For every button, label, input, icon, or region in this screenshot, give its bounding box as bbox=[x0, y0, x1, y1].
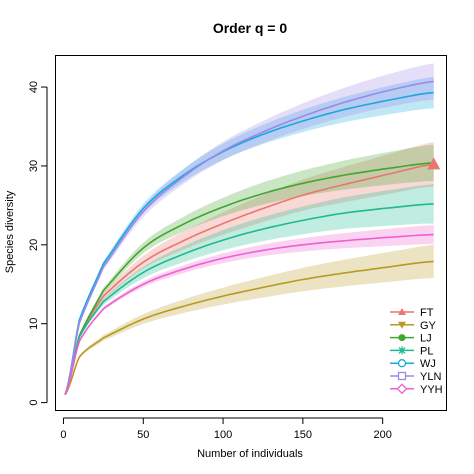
confidence-bands bbox=[65, 63, 434, 396]
y-tick-label: 20 bbox=[28, 239, 40, 251]
legend-marker bbox=[398, 346, 406, 355]
legend-label: LJ bbox=[420, 333, 432, 345]
legend-marker bbox=[397, 371, 407, 381]
legend-marker bbox=[398, 334, 406, 342]
legend-marker bbox=[398, 308, 406, 315]
legend-marker bbox=[397, 359, 407, 368]
legend-label: WJ bbox=[420, 358, 436, 370]
endpoint-ft bbox=[427, 157, 441, 170]
y-axis-label: Species diversity bbox=[4, 190, 16, 273]
band-lj bbox=[65, 144, 434, 395]
legend-marker bbox=[398, 321, 406, 329]
x-tick-label: 150 bbox=[294, 429, 312, 441]
line-gy bbox=[64, 260, 434, 396]
line-pl bbox=[64, 203, 434, 395]
x-tick-label: 200 bbox=[373, 429, 391, 441]
legend-item-gy: GY bbox=[390, 320, 437, 332]
legend-label: YYH bbox=[420, 384, 443, 396]
band-gy bbox=[65, 244, 434, 395]
band-yyh bbox=[65, 225, 434, 395]
y-tick-label: 30 bbox=[28, 160, 40, 172]
y-tick-label: 10 bbox=[28, 318, 40, 330]
x-tick-label: 0 bbox=[60, 429, 66, 441]
y-tick-label: 40 bbox=[28, 81, 40, 93]
legend-label: FT bbox=[420, 307, 434, 319]
line-lj bbox=[64, 162, 434, 395]
legend-item-ft: FT bbox=[390, 307, 434, 319]
x-tick-label: 100 bbox=[214, 429, 232, 441]
band-pl bbox=[65, 184, 434, 395]
legend-item-lj: LJ bbox=[390, 333, 432, 345]
legend-label: GY bbox=[420, 320, 437, 332]
y-tick-label: 0 bbox=[28, 400, 40, 406]
legend-item-wj: WJ bbox=[390, 358, 436, 370]
legend-item-pl: PL bbox=[390, 345, 433, 357]
y-axis: 0 10 20 30 40 bbox=[28, 81, 48, 406]
plot-frame bbox=[55, 55, 447, 411]
series-lines bbox=[64, 80, 434, 396]
legend-label: YLN bbox=[420, 371, 441, 383]
legend-item-yyh: YYH bbox=[390, 383, 443, 396]
chart-title: Order q = 0 bbox=[213, 20, 288, 36]
legend-label: PL bbox=[420, 345, 433, 357]
x-axis-label: Number of individuals bbox=[197, 448, 303, 460]
x-tick-label: 50 bbox=[137, 429, 149, 441]
line-yln bbox=[64, 80, 434, 395]
band-yln bbox=[65, 63, 434, 396]
series-endpoints bbox=[427, 157, 441, 170]
x-axis: 0 50 100 150 200 bbox=[60, 417, 392, 441]
legend-item-yln: YLN bbox=[390, 371, 441, 383]
legend-marker bbox=[396, 383, 408, 395]
line-yyh bbox=[64, 233, 434, 396]
line-ft bbox=[64, 163, 434, 395]
